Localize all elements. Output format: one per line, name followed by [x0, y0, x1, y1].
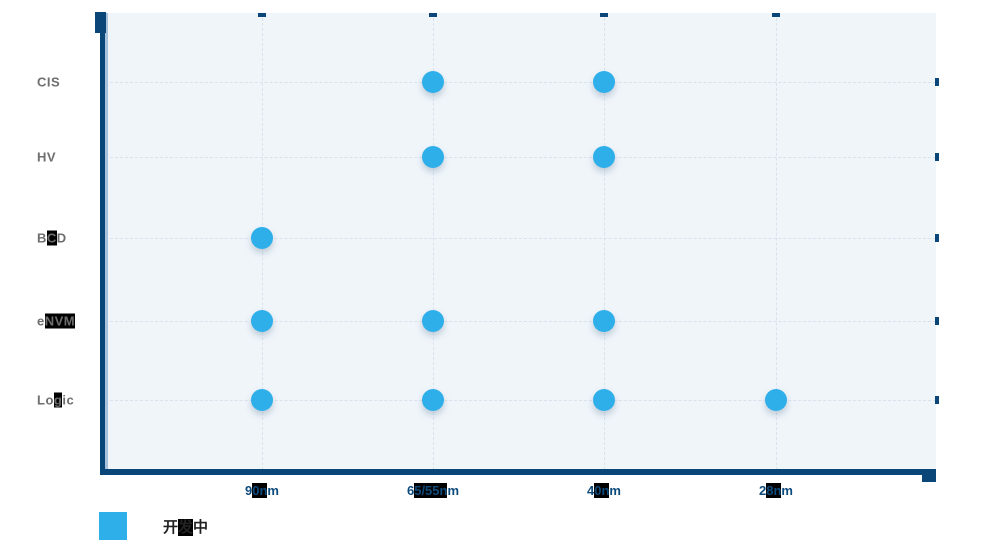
- glitch-highlight-text: 0n: [594, 483, 610, 498]
- horizontal-gridline: [105, 238, 936, 239]
- label-text: B: [37, 230, 47, 246]
- x-axis-label: 65/55nm: [407, 483, 459, 498]
- label-text: m: [447, 483, 460, 498]
- scatter-point[interactable]: [593, 310, 615, 332]
- glitch-highlight-text: 8n: [766, 483, 782, 498]
- scatter-point[interactable]: [422, 146, 444, 168]
- horizontal-gridline: [105, 321, 936, 322]
- y-axis-inner-line: [105, 13, 108, 470]
- x-axis-tick: [429, 13, 437, 17]
- scatter-point[interactable]: [593, 71, 615, 93]
- x-axis-end-cap: [922, 469, 936, 482]
- y-axis-label: HV: [37, 150, 56, 165]
- y-axis-end-cap: [95, 12, 106, 33]
- scatter-point[interactable]: [422, 71, 444, 93]
- label-text: HV: [37, 149, 57, 165]
- y-axis-label: CIS: [37, 75, 60, 90]
- x-axis-tick: [600, 13, 608, 17]
- label-text: 开: [163, 518, 179, 536]
- plot-area: [105, 13, 936, 470]
- y-axis-label: Logic: [37, 392, 75, 408]
- glitch-highlight-text: 5/55n: [414, 483, 448, 498]
- scatter-point[interactable]: [251, 389, 273, 411]
- y-axis-tick: [935, 396, 939, 404]
- glitch-highlight-text: 0n: [252, 483, 268, 498]
- glitch-highlight-text: NVM: [44, 313, 76, 329]
- scatter-point[interactable]: [422, 389, 444, 411]
- scatter-point[interactable]: [251, 227, 273, 249]
- scatter-point[interactable]: [593, 146, 615, 168]
- legend-swatch[interactable]: [99, 512, 127, 540]
- vertical-gridline: [776, 13, 777, 470]
- scatter-point[interactable]: [251, 310, 273, 332]
- horizontal-gridline: [105, 400, 936, 401]
- label-text: 9: [245, 483, 253, 498]
- x-axis-line: [100, 469, 922, 475]
- y-axis-line: [100, 13, 105, 475]
- x-axis-label: 90nm: [245, 483, 279, 498]
- label-text: D: [56, 230, 67, 246]
- x-axis-label: 28nm: [759, 483, 793, 498]
- label-text: m: [609, 483, 621, 498]
- x-axis-tick: [772, 13, 780, 17]
- label-text: Lo: [37, 392, 54, 408]
- vertical-gridline: [604, 13, 605, 470]
- scatter-point[interactable]: [765, 389, 787, 411]
- horizontal-gridline: [105, 157, 936, 158]
- y-axis-label: BCD: [37, 230, 67, 246]
- legend-label: 开发中: [163, 516, 208, 537]
- vertical-gridline: [433, 13, 434, 470]
- label-text: 2: [759, 483, 767, 498]
- label-text: e: [37, 313, 45, 329]
- horizontal-gridline: [105, 82, 936, 83]
- label-text: m: [781, 483, 793, 498]
- label-text: 中: [193, 518, 209, 536]
- glitch-highlight-text: g: [53, 392, 63, 408]
- y-axis-label: eNVM: [37, 313, 76, 329]
- label-text: ic: [62, 392, 75, 408]
- x-axis-tick: [258, 13, 266, 17]
- scatter-point[interactable]: [422, 310, 444, 332]
- label-text: CIS: [37, 74, 61, 90]
- scatter-point[interactable]: [593, 389, 615, 411]
- label-text: 6: [406, 483, 415, 498]
- label-text: 4: [587, 483, 595, 498]
- y-axis-tick: [935, 234, 939, 242]
- glitch-highlight-text: 发: [178, 518, 194, 536]
- glitch-highlight-text: C: [46, 230, 57, 246]
- label-text: m: [267, 483, 279, 498]
- x-axis-label: 40nm: [587, 483, 621, 498]
- legend-item[interactable]: 开发中: [99, 512, 208, 540]
- y-axis-tick: [935, 317, 939, 325]
- y-axis-tick: [935, 153, 939, 161]
- y-axis-tick: [935, 78, 939, 86]
